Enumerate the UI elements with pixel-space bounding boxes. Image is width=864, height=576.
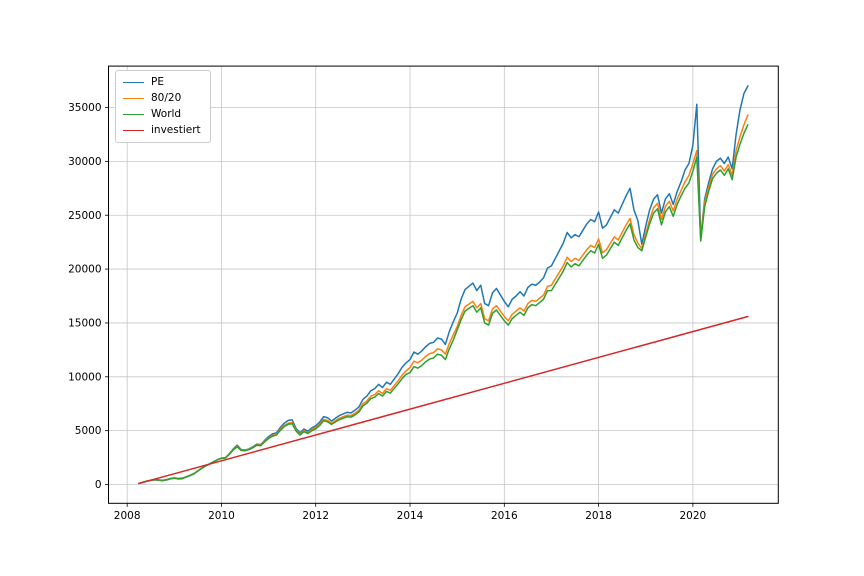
y-tick-label: 5000 [75,425,102,437]
series-line-80-20 [138,114,749,485]
legend: PE 80/20 World investiert [115,70,211,143]
x-tick-label: 2010 [208,510,235,522]
x-tick-label: 2014 [397,510,424,522]
legend-line-swatch [123,130,144,131]
legend-label: investiert [151,124,201,136]
y-tick-label: 30000 [68,156,101,168]
y-tick-label: 0 [95,479,102,491]
legend-label: PE [151,76,164,88]
legend-line-swatch [123,98,144,99]
legend-item-investiert: investiert [123,124,201,137]
legend-line-swatch [123,114,144,115]
y-tick-label: 10000 [68,371,101,383]
x-tick-label: 2012 [302,510,329,522]
series-line-investiert [138,315,749,485]
legend-line-swatch [123,82,144,83]
x-tick-label: 2018 [585,510,612,522]
x-tick-label: 2016 [491,510,518,522]
axes-frame [108,65,779,504]
y-tick-label: 35000 [68,102,101,114]
x-tick-label: 2008 [114,510,141,522]
legend-item-pe: PE [123,76,201,89]
series-line-world [138,124,749,485]
legend-item-world: World [123,108,201,121]
legend-item-80-20: 80/20 [123,92,201,105]
x-tick-label: 2020 [680,510,707,522]
legend-label: World [151,108,182,120]
y-tick-label: 20000 [68,264,101,276]
y-tick-label: 25000 [68,210,101,222]
series-line-pe [138,85,749,485]
y-tick-label: 15000 [68,318,101,330]
legend-label: 80/20 [151,92,182,104]
